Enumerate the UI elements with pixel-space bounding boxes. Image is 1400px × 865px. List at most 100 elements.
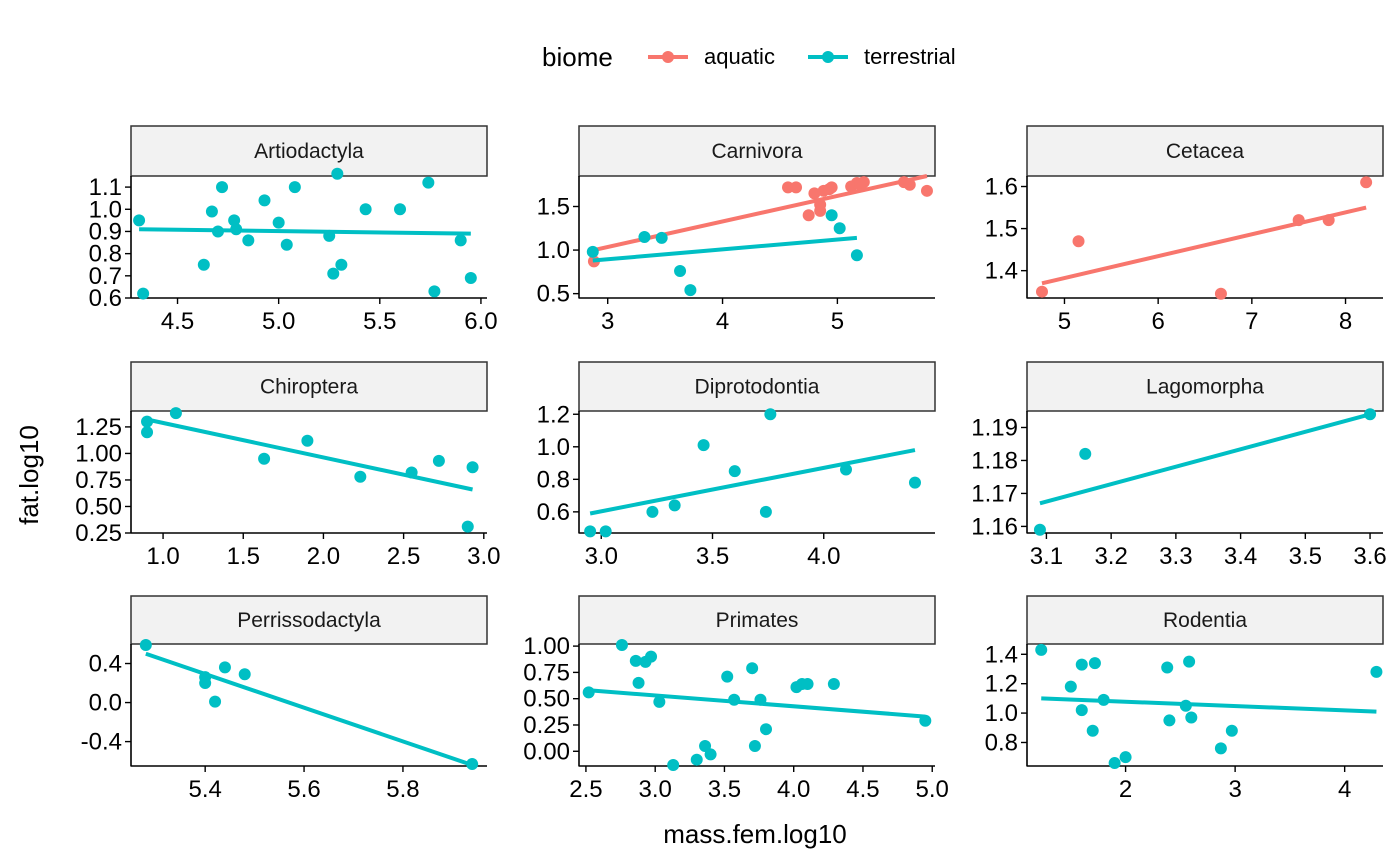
data-point [802,209,815,222]
data-point [764,408,777,421]
data-point [857,176,870,189]
facet-strip [578,595,936,645]
series-aquatic [1035,176,1373,300]
y-tick-label: 1.00 [523,633,570,660]
facet-strip [578,125,936,177]
data-point [139,638,152,651]
facet-strip [1026,361,1384,412]
data-point [1035,643,1048,656]
legend-entry-terrestrial: terrestrial [808,44,956,69]
data-point [840,463,852,476]
data-point [258,452,271,465]
y-axis-title: fat.log10 [14,425,44,525]
data-point [759,505,772,518]
data-point [461,520,474,533]
data-point [1086,724,1099,737]
facet-perrissodactyla: Perrissodactyla -0.4 0.0 0.4 5.4 5.6 5.8 [81,595,488,803]
data-point [668,499,681,512]
data-point [1035,285,1048,298]
data-point [464,272,477,285]
data-point [141,426,154,439]
data-point [920,184,933,197]
data-point [825,181,838,194]
data-point [814,204,827,217]
x-tick-label: 3.5 [708,776,741,803]
y-tick-label: 1.5 [985,216,1018,243]
data-point [1033,523,1046,536]
x-tick-label: 5.5 [363,308,396,335]
data-point [638,231,651,243]
fit-line [589,448,916,516]
facet-strip [130,125,488,177]
legend-key-point [822,51,834,63]
facet-title: Diprotodontia [695,376,820,399]
data-point [790,181,803,194]
data-point [197,258,210,271]
data-point [288,181,301,194]
x-tick-label: 4 [1338,776,1351,803]
facet-cetacea: Cetacea 1.4 1.5 1.6 5 6 7 8 [985,125,1384,335]
facet-title: Cetacea [1166,140,1245,163]
facet-title: Rodentia [1163,609,1247,632]
facet-rodentia: Rodentia 0.81.01.2 1.4 2 3 4 [985,595,1384,803]
data-point [684,284,697,297]
data-point [1214,287,1227,300]
data-point [354,470,367,483]
data-point [1075,658,1088,671]
x-tick-label: 4.0 [807,543,840,570]
data-point [697,439,710,452]
data-point [653,695,666,708]
x-tick-label: 3.2 [1094,543,1127,570]
x-tick-label: 5.8 [386,776,419,803]
y-tick-label: 0.6 [537,499,570,526]
x-tick-label: 6 [1151,308,1164,335]
x-tick-label: 4.5 [161,308,194,335]
x-tick-label: 3.1 [1030,543,1063,570]
x-tick-label: 4 [716,308,729,335]
facet-title: Artiodactyla [254,140,364,163]
x-tick-label: 8 [1339,308,1352,335]
data-point [280,238,293,251]
legend-label: terrestrial [864,44,956,69]
y-tick-label: 1.0 [537,237,570,264]
data-point [646,505,659,518]
data-point [238,668,251,681]
y-tick-label: 1.17 [971,480,1018,507]
data-point [1225,724,1238,737]
data-point [746,662,759,675]
series-terrestrial [582,639,932,771]
series-terrestrial [1033,408,1377,536]
x-tick-label: 3.6 [1353,543,1386,570]
series-terrestrial [133,167,477,300]
data-point [584,525,597,538]
y-tick-label: 1.25 [75,414,122,441]
fit-line [1041,205,1367,286]
y-tick-label: 1.6 [985,174,1018,201]
data-point [1079,447,1092,460]
data-point [454,234,467,247]
data-point [466,461,479,474]
fit-line [588,688,926,719]
fit-line [1039,412,1371,506]
data-point [1108,757,1121,770]
legend-key-point [662,51,674,63]
facet-lagomorpha: Lagomorpha 1.16 1.17 1.18 1.19 3.1 3.2 3.3 3.4 3.… [971,361,1387,570]
x-tick-label: 3.0 [467,543,500,570]
data-point [629,654,642,667]
data-point [169,407,182,420]
data-point [1119,751,1132,764]
data-point [258,194,271,207]
y-tick-label: 0.25 [523,712,570,739]
x-tick-label: 6.0 [464,308,497,335]
y-tick-label: 0.0 [89,690,122,717]
facet-title: Carnivora [711,140,802,163]
data-point [808,187,821,200]
y-tick-label: 0.7 [89,263,122,290]
x-tick-label: 2.0 [307,543,340,570]
y-tick-label: 1.0 [537,434,570,461]
data-point [615,639,628,652]
series-aquatic [587,174,933,268]
y-tick-label: 1.2 [537,401,570,428]
data-point [908,476,921,489]
